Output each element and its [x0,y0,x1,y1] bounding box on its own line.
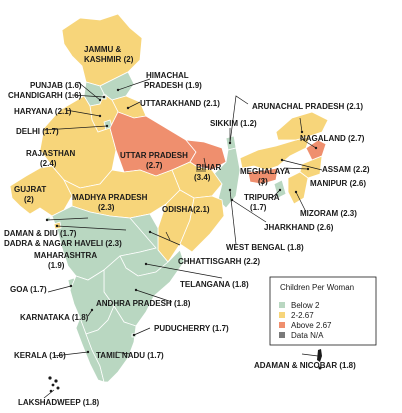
label-jk: JAMMU & KASHMIR (2) [84,45,134,64]
label-uk: UTTARAKHAND (2.1) [140,99,220,108]
label-mz: MIZORAM (2.3) [300,209,357,218]
label-ar: ARUNACHAL PRADESH (2.1) [252,102,363,111]
label-hr: HARYANA (2.1) [14,107,72,116]
legend-swatch-above [279,322,285,328]
label-py: PUDUCHERRY (1.7) [154,324,229,333]
label-ap: ANDHRA PRADESH (1.8) [96,299,191,308]
legend-swatch-na [279,332,285,338]
label-dd: DAMAN & DIU (1.7) [4,229,77,238]
label-ch: CHANDIGARH (1.6) [8,91,82,100]
label-up: UTTAR PRADESH (2.7) [120,151,188,170]
label-as: ASSAM (2.2) [322,165,370,174]
region-od [179,195,225,253]
leader-lines [43,78,323,399]
state-labels: JAMMU & KASHMIR (2) HIMACHAL PRADESH (1.9)… [4,45,370,407]
label-jh: JHARKHAND (2.6) [264,223,334,232]
label-od: ODISHA(2.1) [162,205,210,214]
label-tr: TRIPURA (1.7) [244,193,280,212]
label-br: BIHAR (3.4) [194,163,222,182]
legend-box [269,276,377,346]
label-gj: GUJRAT (2) [14,185,46,204]
label-dl: DELHI (1.7) [16,127,59,136]
label-pb: PUNJAB (1.6) [30,81,82,90]
region-tn [85,305,137,383]
legend-label-mid: 2-2.67 [291,311,314,320]
label-ml: MEGHALAYA (3) [240,167,290,186]
legend-label-above: Above 2.67 [291,321,332,330]
region-ar [275,111,329,141]
label-ka: KARNATAKA (1.8) [20,313,89,322]
label-mh: MAHARASHTRA (1.9) [34,251,97,270]
label-sk: SIKKIM (1.2) [210,119,257,128]
region-mz [287,171,309,205]
state-regions [9,13,329,383]
region-ml [247,167,279,185]
andaman-islands [317,349,322,370]
label-nl: NAGALAND (2.7) [300,134,365,143]
label-tn: TAMIL NADU (1.7) [96,351,164,360]
legend: Children Per Woman Below 2 2-2.67 Above … [269,276,377,346]
label-ld: LAKSHADWEEP (1.8) [18,398,100,407]
label-kl: KERALA (1.6) [14,351,66,360]
label-cg: CHHATTISGARH (2.2) [178,257,260,266]
lakshadweep-islands [48,376,60,393]
label-mn: MANIPUR (2.6) [310,179,366,188]
legend-title: Children Per Woman [280,283,354,292]
region-nl [305,139,327,161]
label-hp: HIMACHAL PRADESH (1.9) [144,71,202,90]
region-as [239,135,311,171]
label-wb: WEST BENGAL (1.8) [226,243,304,252]
label-an: ADAMAN & NICOBAR (1.8) [254,361,356,370]
label-tg: TELANGANA (1.8) [180,280,249,289]
legend-swatch-mid [279,312,285,318]
legend-label-na: Data N/A [291,331,324,340]
legend-swatch-below-2 [279,302,285,308]
label-rj: RAJASTHAN (2.4) [26,149,76,168]
legend-label-below-2: Below 2 [291,301,320,310]
label-ga: GOA (1.7) [10,285,47,294]
label-dn: DADRA & NAGAR HAVELI (2.3) [4,239,122,248]
label-mp: MADHYA PRADESH (2.3) [72,193,148,212]
